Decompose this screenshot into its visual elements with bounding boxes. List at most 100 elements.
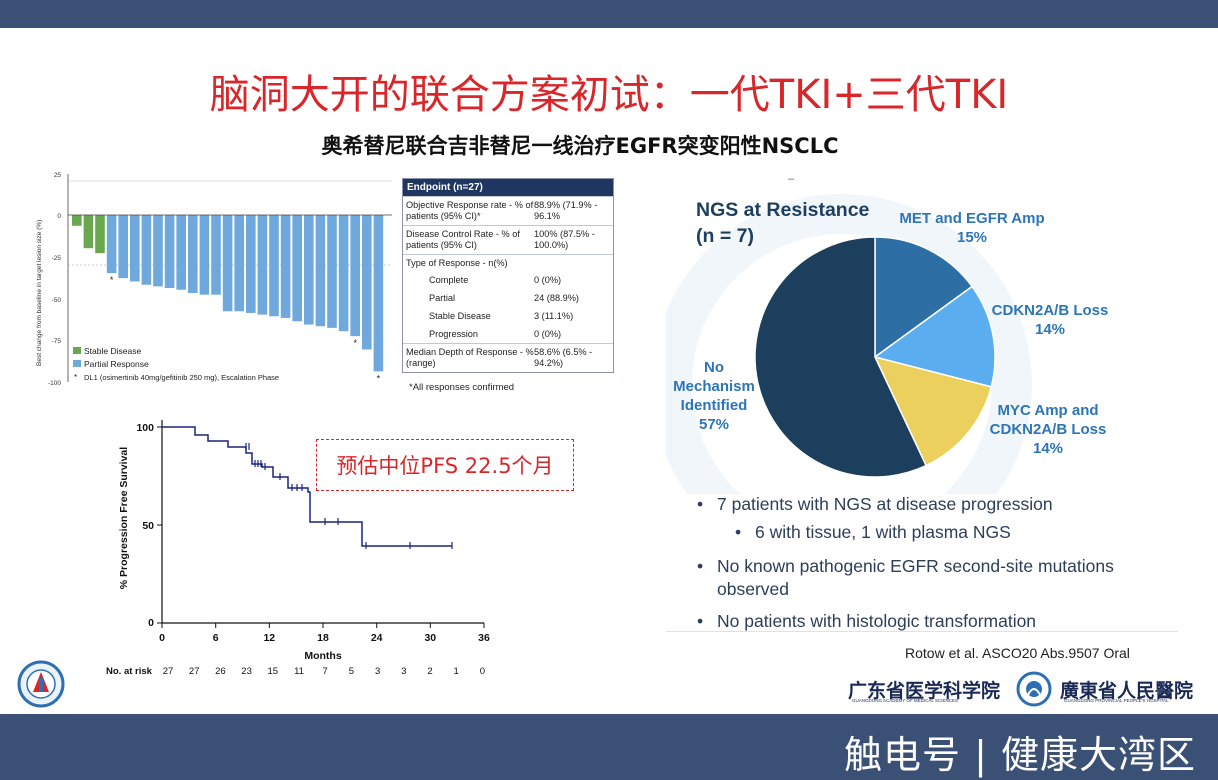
slice-label-none-2: Mechanism: [673, 378, 755, 395]
orr-label: Objective Response rate - % of patients …: [406, 200, 534, 221]
km-y-tick: 50: [142, 520, 154, 532]
waterfall-bar: [304, 215, 314, 325]
pie-slice: [754, 236, 928, 478]
partial-label: Partial: [429, 293, 456, 303]
waterfall-bar: [338, 215, 349, 332]
y-tick: -75: [52, 338, 62, 345]
endpoint-table: Endpoint (n=27) Objective Response rate …: [402, 178, 614, 373]
median-pfs-annotation: 预估中位PFS 22.5个月: [316, 439, 574, 491]
legend-partial-label: Partial Response: [84, 359, 149, 369]
slice-label-none-3: Identified: [681, 397, 748, 414]
footer-watermark: 触电号 | 健康大湾区: [844, 733, 1196, 777]
waterfall-bar: [72, 215, 82, 226]
at-risk-count: 2: [427, 666, 432, 677]
waterfall-bar: [246, 215, 256, 313]
waterfall-bar: [257, 215, 268, 315]
legend-note: DL1 (osimertinib 40mg/gefitinib 250 mg),…: [84, 373, 279, 382]
at-risk-count: 26: [215, 666, 226, 677]
legend-swatch-partial: [73, 360, 81, 367]
slide-subtitle: 奥希替尼联合吉非替尼一线治疗EGFR突变阳性NSCLC: [321, 134, 839, 158]
dcr-label: Disease Control Rate - % of patients (95…: [406, 229, 520, 250]
waterfall-bar: [362, 215, 372, 350]
ngs-dash: –: [788, 173, 795, 185]
km-x-tick: 6: [213, 632, 219, 644]
citation: Rotow et al. ASCO20 Abs.9507 Oral: [905, 645, 1130, 661]
slice-label-met: MET and EGFR Amp: [899, 210, 1044, 227]
slice-pct-myc: 14%: [1033, 440, 1063, 457]
waterfall-bar: [234, 215, 244, 312]
waterfall-bar: [95, 215, 105, 254]
bullet-3-text: No patients with histologic transformati…: [717, 611, 1037, 631]
endpoint-row-stable: Stable Disease 3 (11.1%): [403, 307, 613, 325]
waterfall-y-ticks: 25 0 -25 -50 -75 -100: [48, 172, 61, 387]
at-risk-count: 11: [294, 666, 304, 677]
waterfall-bar: [141, 215, 152, 285]
slice-label-cdkn: CDKN2A/B Loss: [992, 302, 1109, 319]
km-x-tick: 12: [263, 632, 275, 644]
stable-value: 3 (11.1%): [534, 311, 574, 321]
divider: [666, 631, 1178, 632]
legend-swatch-stable: [73, 347, 81, 354]
asterisk-marker: *: [353, 338, 357, 348]
slice-label-none-1: No: [704, 359, 724, 376]
progression-label: Progression: [429, 329, 479, 339]
orr-value: 88.9% (71.9% - 96.1%: [534, 200, 598, 221]
km-y-axis-label: % Progression Free Survival: [118, 447, 130, 589]
waterfall-bar: [280, 215, 291, 318]
bullet-3: • No patients with histologic transformat…: [697, 611, 1037, 631]
bullet-2: • No known pathogenic EGFR second-site mu…: [697, 556, 1114, 576]
waterfall-bar: [373, 215, 384, 372]
bullet-2-cont: observed: [717, 579, 789, 599]
y-tick: 25: [54, 172, 62, 179]
institution-right: 廣東省人民醫院: [1060, 680, 1194, 702]
depth-value: 58.6% (6.5% - 94.2%): [534, 347, 593, 368]
complete-value: 0 (0%): [534, 275, 562, 285]
endpoint-row-dcr: Disease Control Rate - % of patients (95…: [403, 225, 613, 254]
asterisk-marker: *: [110, 275, 114, 285]
bullet-1-sub-text: 6 with tissue, 1 with plasma NGS: [755, 522, 1011, 542]
at-risk-count: 5: [349, 666, 354, 677]
km-x-tick: 30: [424, 632, 436, 644]
waterfall-bar: [292, 215, 302, 322]
ngs-pie-chart: – NGS at Resistance (n = 7) MET and EGFR…: [666, 173, 1109, 494]
institution-left: 广东省医学科学院: [848, 680, 1001, 702]
waterfall-bar: [211, 215, 221, 295]
waterfall-bar: [106, 215, 117, 274]
endpoint-row-orr: Objective Response rate - % of patients …: [403, 196, 613, 225]
waterfall-bar: [350, 215, 360, 337]
waterfall-bar: [315, 215, 326, 327]
hospital-logo-icon: [17, 660, 65, 708]
endpoint-footnote: *All responses confirmed: [409, 382, 515, 393]
endpoint-row-depth: Median Depth of Response - % (range) 58.…: [403, 343, 613, 372]
bullet-1: • 7 patients with NGS at disease progress…: [697, 494, 1053, 514]
complete-label: Complete: [429, 275, 469, 285]
slice-label-myc-1: MYC Amp and: [997, 402, 1098, 419]
endpoint-row-partial: Partial 24 (88.9%): [403, 289, 613, 307]
km-x-tick: 0: [159, 632, 165, 644]
at-risk-count: 27: [163, 666, 174, 677]
waterfall-bar: [130, 215, 140, 282]
y-tick: 0: [57, 213, 61, 220]
km-chart: % Progression Free Survival 100 50 0 0 6…: [106, 420, 490, 677]
waterfall-bar: [153, 215, 163, 287]
km-x-axis-label: Months: [304, 650, 341, 662]
km-x-tick: 18: [317, 632, 329, 644]
at-risk-count: 3: [401, 666, 406, 677]
legend-stable-label: Stable Disease: [84, 346, 141, 356]
km-survival-curve: [162, 426, 452, 547]
at-risk-count: 3: [375, 666, 380, 677]
at-risk-count: 7: [323, 666, 328, 677]
stable-label: Stable Disease: [429, 311, 491, 321]
ngs-title-line1: NGS at Resistance: [696, 199, 870, 221]
legend-asterisk: *: [74, 373, 77, 382]
waterfall-bar: [164, 215, 175, 289]
pie-slice: [874, 236, 974, 359]
km-x-tick: 36: [478, 632, 490, 644]
waterfall-bar: [222, 215, 233, 312]
waterfall-bar: [176, 215, 186, 290]
at-risk-count: 15: [268, 666, 279, 677]
bullet-2-text: No known pathogenic EGFR second-site mut…: [717, 556, 1114, 576]
progression-value: 0 (0%): [534, 329, 562, 339]
waterfall-y-axis-label: Best change from baseline in target lesi…: [36, 220, 43, 366]
bullet-1-sub: • 6 with tissue, 1 with plasma NGS: [735, 522, 1011, 542]
